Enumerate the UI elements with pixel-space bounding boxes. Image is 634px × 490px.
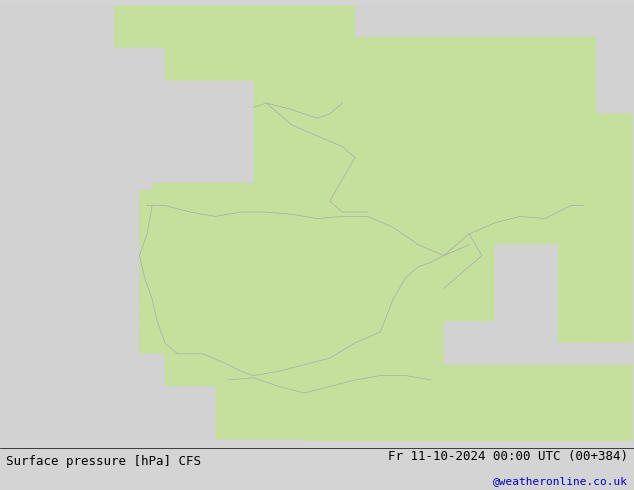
Text: @weatheronline.co.uk: @weatheronline.co.uk: [493, 476, 628, 486]
Text: Fr 11-10-2024 00:00 UTC (00+384): Fr 11-10-2024 00:00 UTC (00+384): [387, 450, 628, 463]
Text: Surface pressure [hPa] CFS: Surface pressure [hPa] CFS: [6, 455, 202, 468]
